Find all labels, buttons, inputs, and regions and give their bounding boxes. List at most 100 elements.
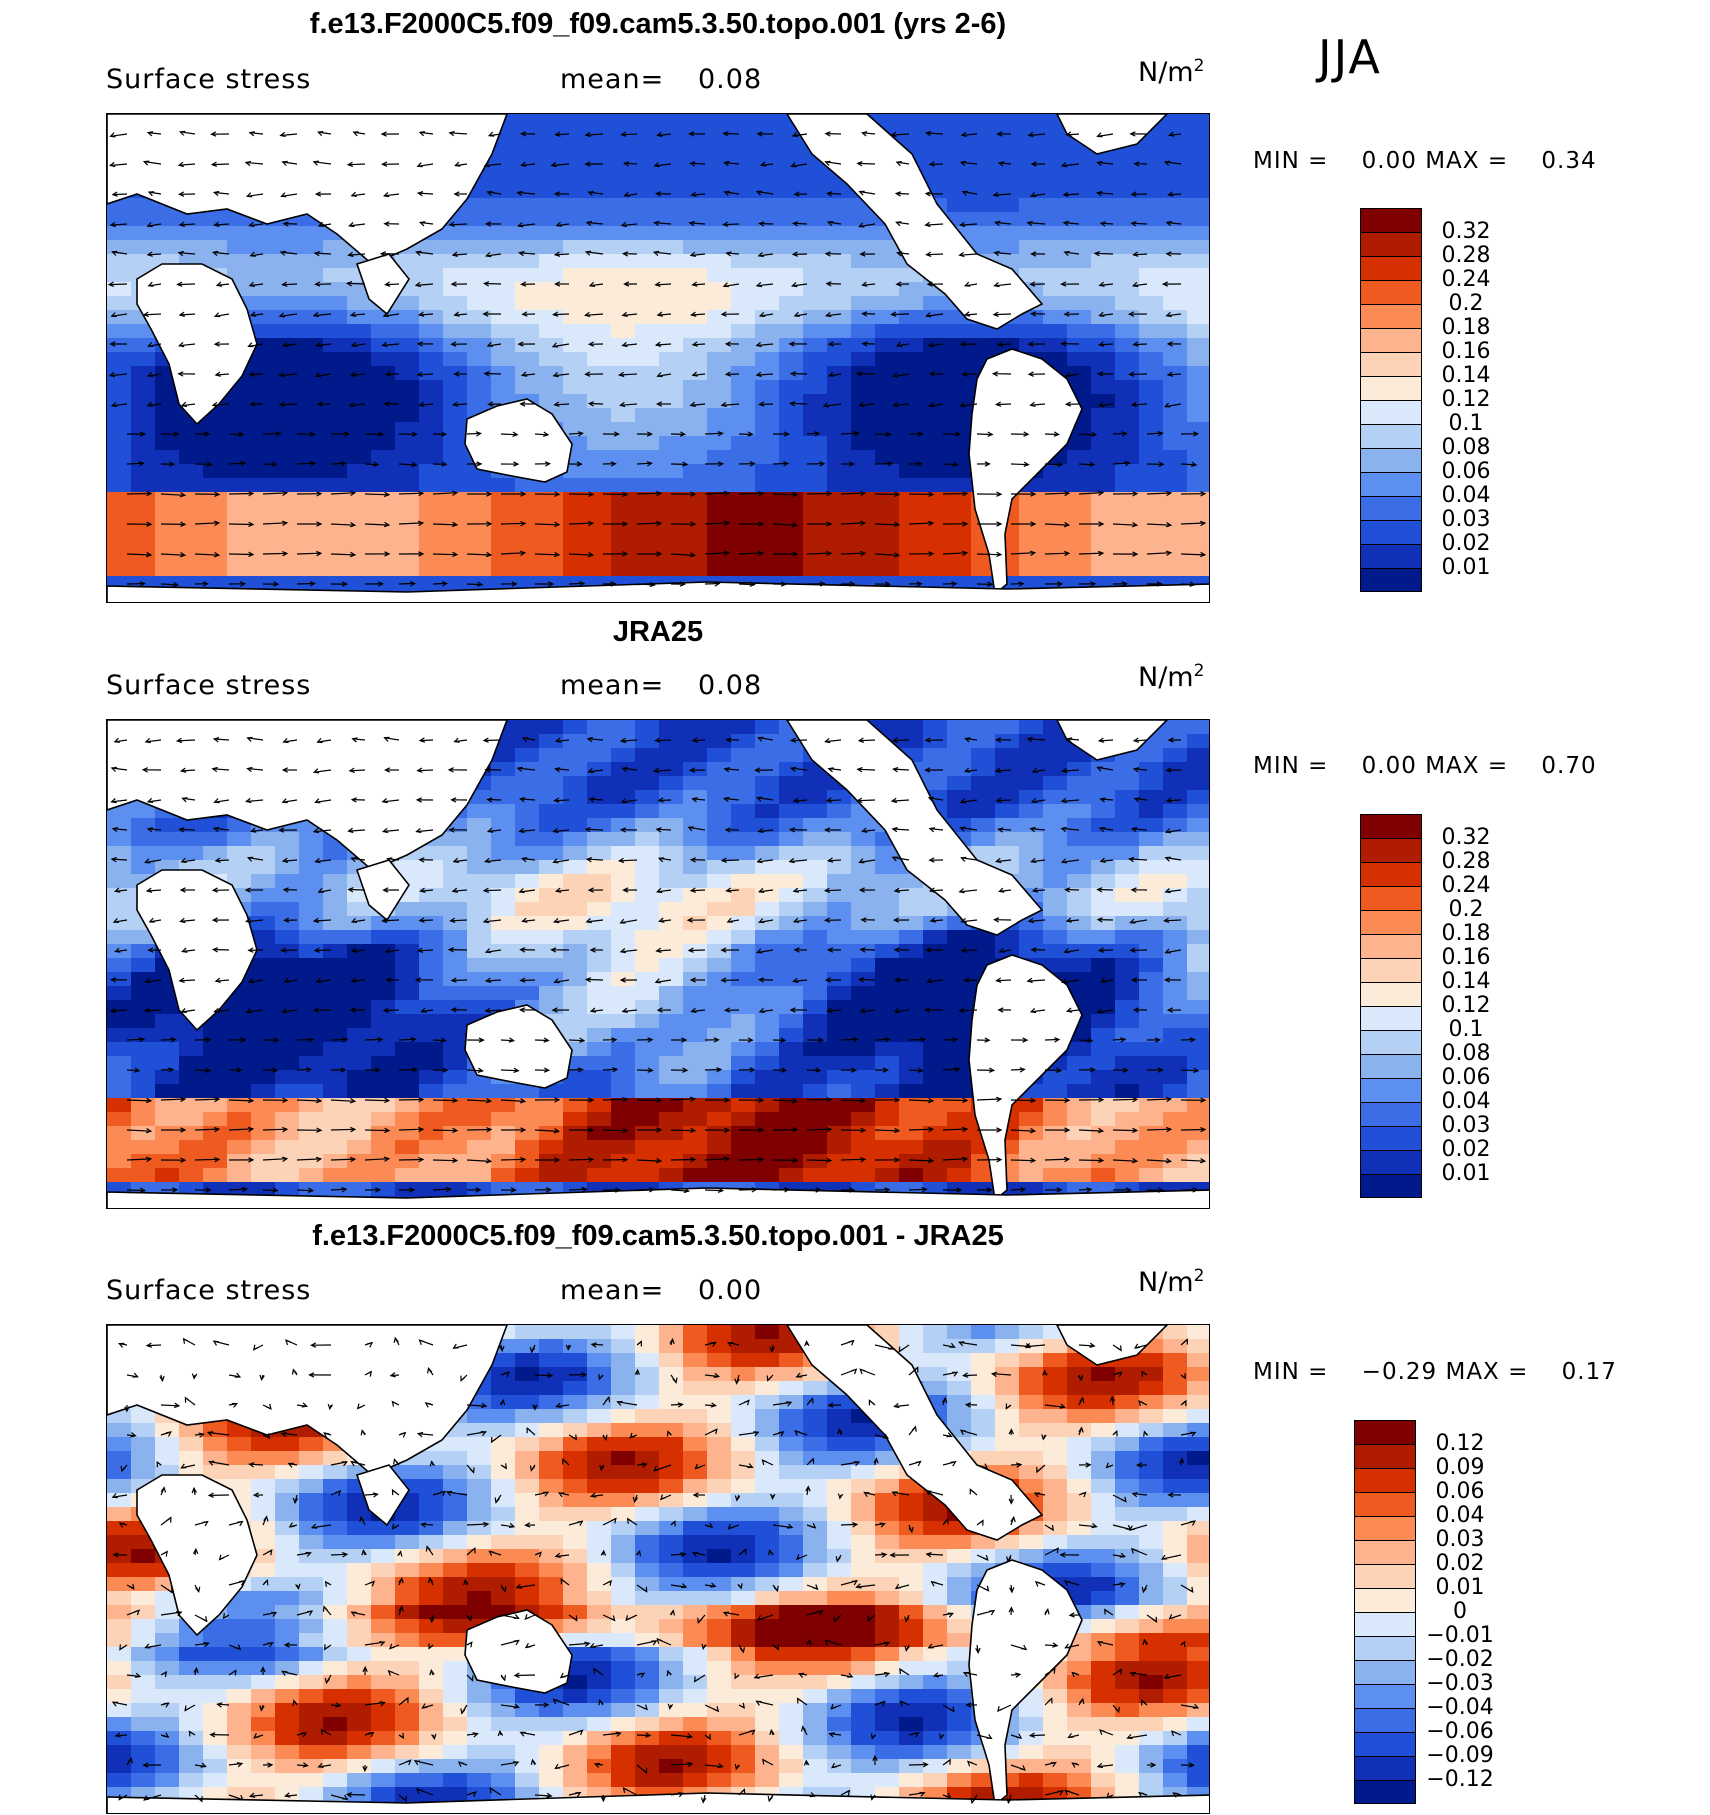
field-cell (467, 366, 492, 381)
vector-head (1060, 797, 1068, 804)
field-cell (1019, 916, 1044, 931)
field-cell (515, 268, 540, 283)
field-cell (755, 506, 780, 521)
vector-head (516, 222, 524, 228)
colorbar-tick-label: 0.28 (1441, 243, 1491, 268)
vector-head (347, 251, 354, 258)
vector-head (520, 161, 527, 167)
field-cell (611, 198, 636, 213)
field-cell (563, 534, 588, 549)
field-cell (1067, 170, 1092, 185)
land-mass (786, 114, 1044, 330)
field-cell (707, 916, 732, 931)
field-cell (683, 520, 708, 535)
field-cell (755, 534, 780, 549)
vector-head (749, 581, 756, 587)
vector-head (995, 857, 1002, 864)
field-cell (827, 268, 852, 283)
field-cell (635, 114, 660, 129)
field-cell (299, 1084, 324, 1099)
field-cell (899, 1042, 924, 1057)
vector-head (757, 887, 765, 893)
vector-head (1167, 737, 1174, 743)
vector-head (589, 947, 596, 953)
vector-head (239, 581, 247, 587)
field-cell (875, 958, 900, 973)
field-cell (731, 762, 756, 777)
vector-head (792, 797, 800, 803)
vector-head (1029, 191, 1037, 198)
field-cell (467, 1154, 492, 1169)
vector-head (1096, 887, 1103, 893)
field-cell (1139, 818, 1164, 833)
vector-arrow (587, 738, 604, 741)
field-cell (251, 464, 276, 479)
vector-head (550, 947, 557, 953)
field-cell (899, 492, 924, 507)
field-cell (1115, 506, 1140, 521)
field-cell (875, 930, 900, 945)
field-cell (491, 212, 516, 227)
field-cell (107, 986, 132, 1001)
field-cell (899, 478, 924, 493)
stress-vectors (107, 130, 1207, 588)
vector-head (341, 1037, 349, 1043)
vector-head (959, 798, 967, 804)
vector-head (282, 887, 289, 893)
vector-head (991, 371, 999, 377)
field-cell (347, 492, 372, 507)
field-cell (755, 562, 780, 577)
vector-head (955, 431, 962, 437)
vector-arrow (126, 462, 144, 465)
field-cell (107, 1154, 132, 1169)
field-cell (1067, 1042, 1092, 1057)
field-cell (419, 1000, 444, 1015)
field-cell (803, 198, 828, 213)
field-cell (1139, 972, 1164, 987)
field-cell (755, 902, 780, 917)
field-cell (1139, 1084, 1164, 1099)
field-cell (107, 902, 132, 917)
field-cell (443, 1070, 468, 1085)
field-cell (395, 916, 420, 931)
vector-head (654, 978, 661, 984)
field-cell (323, 1140, 348, 1155)
vector-arrow (281, 949, 298, 952)
field-cell (611, 170, 636, 185)
field-cell (947, 506, 972, 521)
field-cell (323, 958, 348, 973)
vector-head (1130, 191, 1137, 197)
field-cell (611, 366, 636, 381)
field-cell (803, 212, 828, 227)
colorbar-tick-label: 0.14 (1441, 363, 1491, 388)
field-cell (563, 492, 588, 507)
field-cell (875, 986, 900, 1001)
field-cell (395, 324, 420, 339)
vector-head (792, 887, 799, 893)
field-cell (947, 492, 972, 507)
field-cell (515, 958, 540, 973)
field-cell (1043, 198, 1068, 213)
vector-arrow (1166, 313, 1182, 317)
field-cell (875, 562, 900, 577)
field-cell (707, 846, 732, 861)
field-cell (1091, 548, 1116, 563)
vector-arrow (654, 251, 672, 255)
vector-arrow (602, 493, 628, 496)
field-cell (851, 1140, 876, 1155)
field-cell (539, 958, 564, 973)
field-cell (755, 142, 780, 157)
field-cell (251, 1000, 276, 1015)
vector-head (180, 521, 187, 527)
vector-head (1096, 766, 1103, 772)
field-cell (1043, 1098, 1068, 1113)
vector-head (789, 1007, 796, 1013)
vector-head (928, 827, 936, 833)
vector-arrow (315, 799, 332, 803)
vector-arrow (451, 979, 468, 982)
vector-head (314, 857, 321, 864)
vector-head (577, 431, 584, 437)
colorbar-swatch (1360, 520, 1422, 544)
vector-arrow (215, 979, 230, 982)
field-cell (467, 1168, 492, 1183)
